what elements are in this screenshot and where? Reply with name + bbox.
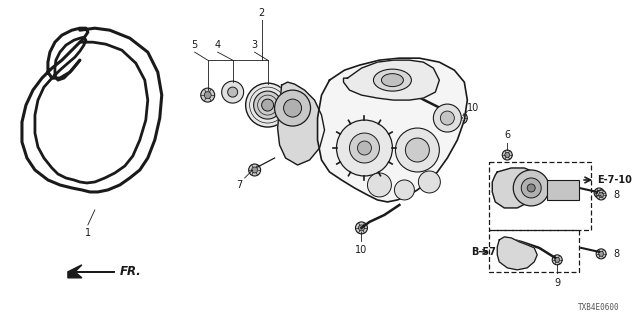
Circle shape bbox=[246, 83, 289, 127]
Bar bbox=[490, 162, 591, 230]
Circle shape bbox=[552, 255, 562, 265]
Polygon shape bbox=[278, 82, 324, 165]
Ellipse shape bbox=[374, 69, 412, 91]
Circle shape bbox=[228, 87, 237, 97]
Circle shape bbox=[394, 180, 414, 200]
Text: TXB4E0600: TXB4E0600 bbox=[577, 303, 619, 312]
Circle shape bbox=[598, 192, 604, 197]
Circle shape bbox=[502, 150, 512, 160]
Text: 10: 10 bbox=[355, 245, 367, 255]
Polygon shape bbox=[497, 237, 537, 270]
Text: 3: 3 bbox=[252, 40, 258, 50]
Polygon shape bbox=[68, 265, 115, 278]
Text: 7: 7 bbox=[237, 180, 243, 190]
Circle shape bbox=[262, 99, 273, 111]
Text: 10: 10 bbox=[467, 103, 479, 113]
Circle shape bbox=[355, 222, 367, 234]
Text: 1: 1 bbox=[85, 228, 91, 238]
Circle shape bbox=[594, 188, 604, 198]
Text: 5: 5 bbox=[191, 40, 198, 50]
Text: 9: 9 bbox=[554, 278, 560, 288]
Text: 2: 2 bbox=[259, 8, 265, 18]
Polygon shape bbox=[344, 60, 439, 100]
Circle shape bbox=[367, 173, 392, 197]
Circle shape bbox=[596, 249, 606, 259]
Circle shape bbox=[596, 190, 602, 196]
Circle shape bbox=[253, 91, 282, 119]
Circle shape bbox=[349, 133, 380, 163]
Circle shape bbox=[513, 170, 549, 206]
Polygon shape bbox=[492, 168, 540, 208]
Circle shape bbox=[252, 167, 258, 173]
Circle shape bbox=[201, 88, 214, 102]
Ellipse shape bbox=[381, 74, 403, 87]
Circle shape bbox=[358, 141, 371, 155]
Circle shape bbox=[358, 225, 364, 231]
Text: 8: 8 bbox=[613, 249, 620, 259]
Circle shape bbox=[440, 111, 454, 125]
Text: B-57: B-57 bbox=[471, 247, 496, 257]
Bar bbox=[547, 180, 579, 200]
Circle shape bbox=[455, 112, 467, 124]
Text: 6: 6 bbox=[504, 130, 510, 140]
Circle shape bbox=[275, 90, 310, 126]
Circle shape bbox=[204, 92, 211, 99]
Circle shape bbox=[505, 153, 509, 157]
Text: 4: 4 bbox=[214, 40, 221, 50]
Text: FR.: FR. bbox=[120, 265, 141, 278]
Circle shape bbox=[527, 184, 535, 192]
Circle shape bbox=[433, 104, 461, 132]
Circle shape bbox=[596, 190, 606, 200]
Circle shape bbox=[405, 138, 429, 162]
Text: 8: 8 bbox=[613, 190, 620, 200]
Circle shape bbox=[555, 257, 560, 262]
Circle shape bbox=[419, 171, 440, 193]
Bar bbox=[490, 230, 579, 272]
Circle shape bbox=[521, 178, 541, 198]
Circle shape bbox=[221, 81, 244, 103]
Circle shape bbox=[396, 128, 439, 172]
Circle shape bbox=[337, 120, 392, 176]
Text: E-7-10: E-7-10 bbox=[597, 175, 632, 185]
Polygon shape bbox=[317, 58, 467, 202]
Circle shape bbox=[284, 99, 301, 117]
Circle shape bbox=[458, 115, 465, 121]
Circle shape bbox=[248, 164, 260, 176]
Circle shape bbox=[598, 252, 604, 256]
